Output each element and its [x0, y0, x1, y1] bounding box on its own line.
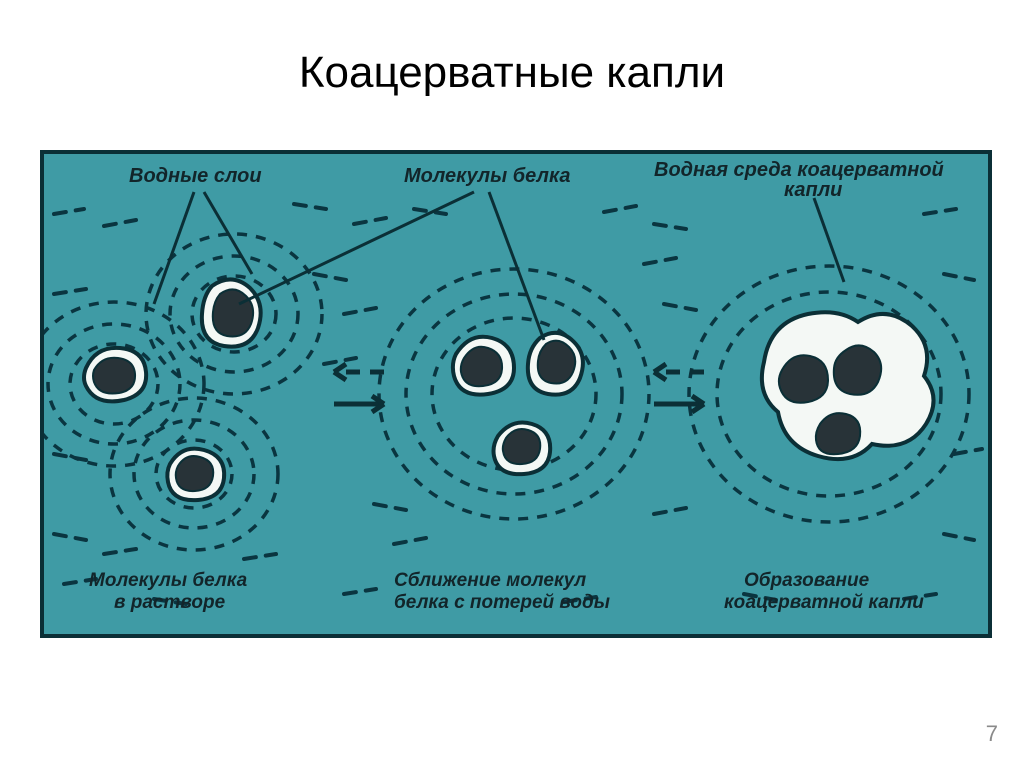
- stage-solution: [44, 234, 322, 550]
- caption-stage2-l1: Сближение молекул: [394, 570, 586, 591]
- stage-approaching: [379, 269, 649, 519]
- label-aqueous-medium-2: капли: [784, 179, 842, 201]
- caption-stage1-l2: в растворе: [114, 592, 226, 613]
- page-number: 7: [986, 721, 998, 747]
- caption-stage3-l2: коацерватной капли: [724, 592, 924, 613]
- arrows-1-2: [334, 364, 384, 412]
- caption-stage2-l2: белка с потерей воды: [394, 592, 610, 613]
- coacervate-diagram: Водные слои Молекулы белка Водная среда …: [40, 150, 992, 638]
- arrows-2-3: [654, 364, 704, 412]
- slide: Коацерватные капли: [0, 0, 1024, 767]
- label-protein-molecules: Молекулы белка: [404, 165, 570, 187]
- stage-coacervate: [689, 266, 969, 522]
- diagram-svg: Водные слои Молекулы белка Водная среда …: [44, 154, 988, 634]
- caption-stage1-l1: Молекулы белка: [89, 570, 248, 591]
- label-aqueous-medium-1: Водная среда коацерватной: [654, 159, 944, 181]
- caption-stage3-l1: Образование: [744, 570, 870, 591]
- page-title: Коацерватные капли: [0, 48, 1024, 98]
- label-water-layers: Водные слои: [129, 165, 262, 187]
